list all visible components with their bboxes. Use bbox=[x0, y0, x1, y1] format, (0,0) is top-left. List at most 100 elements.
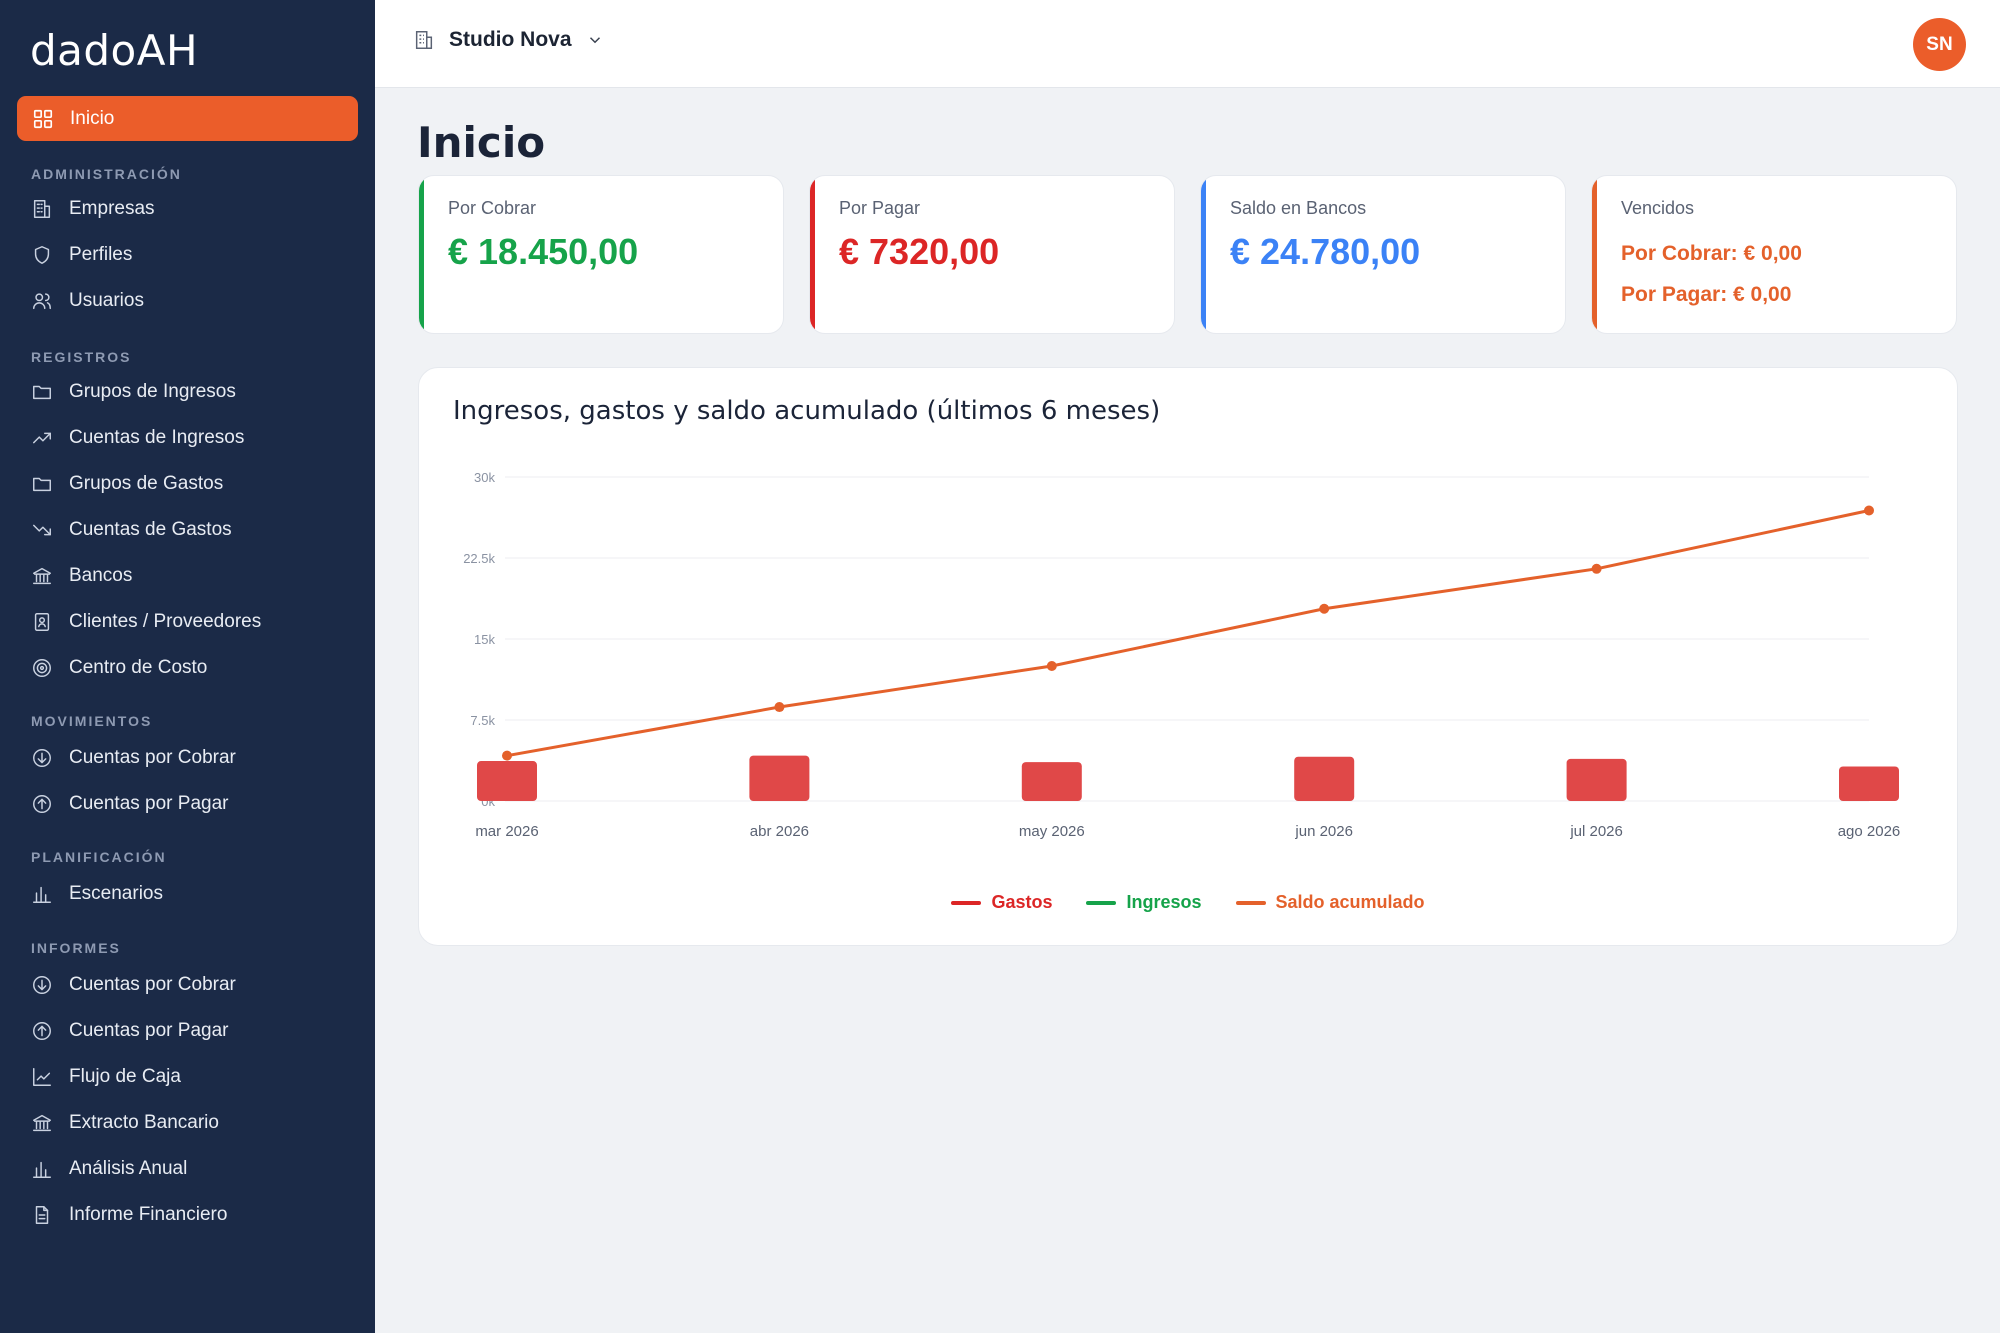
folder-icon bbox=[31, 381, 53, 403]
sidebar-item-label: Informe Financiero bbox=[69, 1204, 228, 1225]
sidebar-item-label: Cuentas por Cobrar bbox=[69, 747, 236, 768]
bar-gastos bbox=[1566, 758, 1627, 801]
y-tick-label: 7.5k bbox=[470, 713, 495, 728]
sidebar-item-label: Usuarios bbox=[69, 290, 144, 311]
sidebar-item-label: Inicio bbox=[70, 107, 115, 129]
line-saldo-acumulado bbox=[506, 509, 1870, 758]
legend-label: Gastos bbox=[991, 892, 1053, 912]
arrow-up-circle-icon bbox=[31, 793, 53, 815]
avatar[interactable]: SN bbox=[1913, 18, 1966, 71]
x-tick-label: mar 2026 bbox=[475, 823, 538, 840]
chart-title: Ingresos, gastos y saldo acumulado (últi… bbox=[453, 396, 1161, 426]
legend-swatch bbox=[951, 900, 982, 905]
sidebar-item-clientes-proveedores[interactable]: Clientes / Proveedores bbox=[31, 602, 351, 642]
x-tick-label: abr 2026 bbox=[750, 823, 809, 840]
legend-item-gastos[interactable]: Gastos bbox=[951, 892, 1052, 913]
sidebar-item-perfiles[interactable]: Perfiles bbox=[31, 235, 351, 275]
bar-chart-icon bbox=[31, 883, 53, 905]
sidebar-item-cuentas-por-pagar[interactable]: Cuentas por Pagar bbox=[31, 1011, 351, 1051]
bar-gastos bbox=[749, 755, 810, 801]
y-tick-label: 30k bbox=[474, 470, 495, 485]
arrow-up-circle-icon bbox=[31, 1020, 53, 1042]
point-saldo-acumulado bbox=[1046, 661, 1057, 671]
arrow-down-circle-icon bbox=[31, 974, 53, 996]
sidebar-item-cuentas-de-ingresos[interactable]: Cuentas de Ingresos bbox=[31, 418, 351, 458]
vencidos-por-cobrar: Por Cobrar: € 0,00 bbox=[1621, 242, 1802, 265]
arrow-down-circle-icon bbox=[31, 747, 53, 769]
legend-item-ingresos[interactable]: Ingresos bbox=[1086, 892, 1202, 913]
sidebar-item-cuentas-por-cobrar[interactable]: Cuentas por Cobrar bbox=[31, 965, 351, 1005]
y-tick-label: 22.5k bbox=[463, 551, 495, 566]
sidebar-item-label: Perfiles bbox=[69, 244, 133, 265]
sidebar-item-centro-de-costo[interactable]: Centro de Costo bbox=[31, 648, 351, 688]
building-icon bbox=[413, 29, 435, 51]
x-tick-label: may 2026 bbox=[1019, 823, 1085, 840]
sidebar-item-analisis-anual[interactable]: Análisis Anual bbox=[31, 1149, 351, 1189]
sidebar-item-label: Empresas bbox=[69, 198, 155, 219]
sidebar-item-label: Grupos de Gastos bbox=[69, 473, 224, 494]
document-icon bbox=[31, 1204, 53, 1226]
company-selector[interactable]: Studio Nova bbox=[413, 28, 604, 52]
section-title: MOVIMIENTOS bbox=[31, 713, 153, 729]
card-value: € 24.780,00 bbox=[1230, 231, 1421, 272]
sidebar-item-bancos[interactable]: Bancos bbox=[31, 556, 351, 596]
section-title: REGISTROS bbox=[31, 349, 132, 365]
users-icon bbox=[31, 290, 53, 312]
x-tick-label: jul 2026 bbox=[1569, 823, 1623, 840]
sidebar-item-flujo-de-caja[interactable]: Flujo de Caja bbox=[31, 1057, 351, 1097]
app-logo[interactable]: dadoAH bbox=[30, 26, 199, 75]
sidebar-item-cuentas-por-pagar[interactable]: Cuentas por Pagar bbox=[31, 784, 351, 824]
sidebar-item-cuentas-de-gastos[interactable]: Cuentas de Gastos bbox=[31, 510, 351, 550]
vencidos-por-pagar: Por Pagar: € 0,00 bbox=[1621, 283, 1792, 306]
bar-gastos bbox=[1839, 766, 1899, 801]
section-title: ADMINISTRACIÓN bbox=[31, 166, 182, 182]
sidebar-item-empresas[interactable]: Empresas bbox=[31, 189, 351, 229]
card-accent bbox=[810, 176, 815, 333]
sidebar-item-grupos-de-ingresos[interactable]: Grupos de Ingresos bbox=[31, 372, 351, 412]
sidebar-item-grupos-de-gastos[interactable]: Grupos de Gastos bbox=[31, 464, 351, 504]
sidebar-item-cuentas-por-cobrar[interactable]: Cuentas por Cobrar bbox=[31, 738, 351, 778]
sidebar-item-label: Centro de Costo bbox=[69, 657, 208, 678]
x-tick-label: jun 2026 bbox=[1294, 823, 1353, 840]
sidebar-item-label: Cuentas de Gastos bbox=[69, 519, 232, 540]
legend-label: Saldo acumulado bbox=[1275, 892, 1425, 912]
legend-item-saldo[interactable]: Saldo acumulado bbox=[1235, 892, 1425, 913]
sidebar-item-label: Análisis Anual bbox=[69, 1158, 188, 1179]
card-por-cobrar: Por Cobrar € 18.450,00 bbox=[418, 175, 784, 334]
grid-icon bbox=[32, 108, 54, 130]
legend-swatch bbox=[1086, 900, 1117, 905]
sidebar-item-label: Clientes / Proveedores bbox=[69, 611, 262, 632]
sidebar-item-usuarios[interactable]: Usuarios bbox=[31, 281, 351, 321]
point-saldo-acumulado bbox=[502, 750, 512, 761]
y-tick-label: 15k bbox=[474, 632, 495, 647]
sidebar-item-extracto-bancario[interactable]: Extracto Bancario bbox=[31, 1103, 351, 1143]
sidebar-item-inicio[interactable]: Inicio bbox=[17, 96, 358, 141]
sidebar-item-escenarios[interactable]: Escenarios bbox=[31, 874, 351, 914]
sidebar-item-label: Flujo de Caja bbox=[69, 1066, 181, 1087]
legend-swatch bbox=[1235, 900, 1266, 905]
card-accent bbox=[419, 176, 424, 333]
sidebar-item-label: Cuentas por Pagar bbox=[69, 793, 229, 814]
sidebar: dadoAH Inicio ADMINISTRACIÓN Empresas Perf… bbox=[0, 0, 375, 1333]
sidebar-item-label: Extracto Bancario bbox=[69, 1112, 219, 1133]
sidebar-item-informe-financiero[interactable]: Informe Financiero bbox=[31, 1195, 351, 1235]
chevron-down-icon bbox=[586, 31, 604, 49]
trend-up-icon bbox=[31, 427, 53, 449]
point-saldo-acumulado bbox=[1864, 505, 1874, 516]
x-tick-label: ago 2026 bbox=[1838, 823, 1901, 840]
building-icon bbox=[31, 198, 53, 220]
bar-gastos bbox=[477, 761, 537, 801]
legend-label: Ingresos bbox=[1126, 892, 1202, 912]
sidebar-item-label: Cuentas por Pagar bbox=[69, 1020, 229, 1041]
company-name: Studio Nova bbox=[449, 28, 572, 51]
point-saldo-acumulado bbox=[774, 702, 785, 713]
point-saldo-acumulado bbox=[1591, 563, 1602, 574]
card-saldo-bancos: Saldo en Bancos € 24.780,00 bbox=[1200, 175, 1566, 334]
topbar: Studio Nova SN bbox=[375, 0, 2000, 88]
sidebar-item-label: Cuentas de Ingresos bbox=[69, 427, 245, 448]
card-label: Por Cobrar bbox=[448, 198, 537, 218]
trend-down-icon bbox=[31, 519, 53, 541]
card-value: € 18.450,00 bbox=[448, 231, 639, 272]
page-title: Inicio bbox=[417, 118, 546, 167]
